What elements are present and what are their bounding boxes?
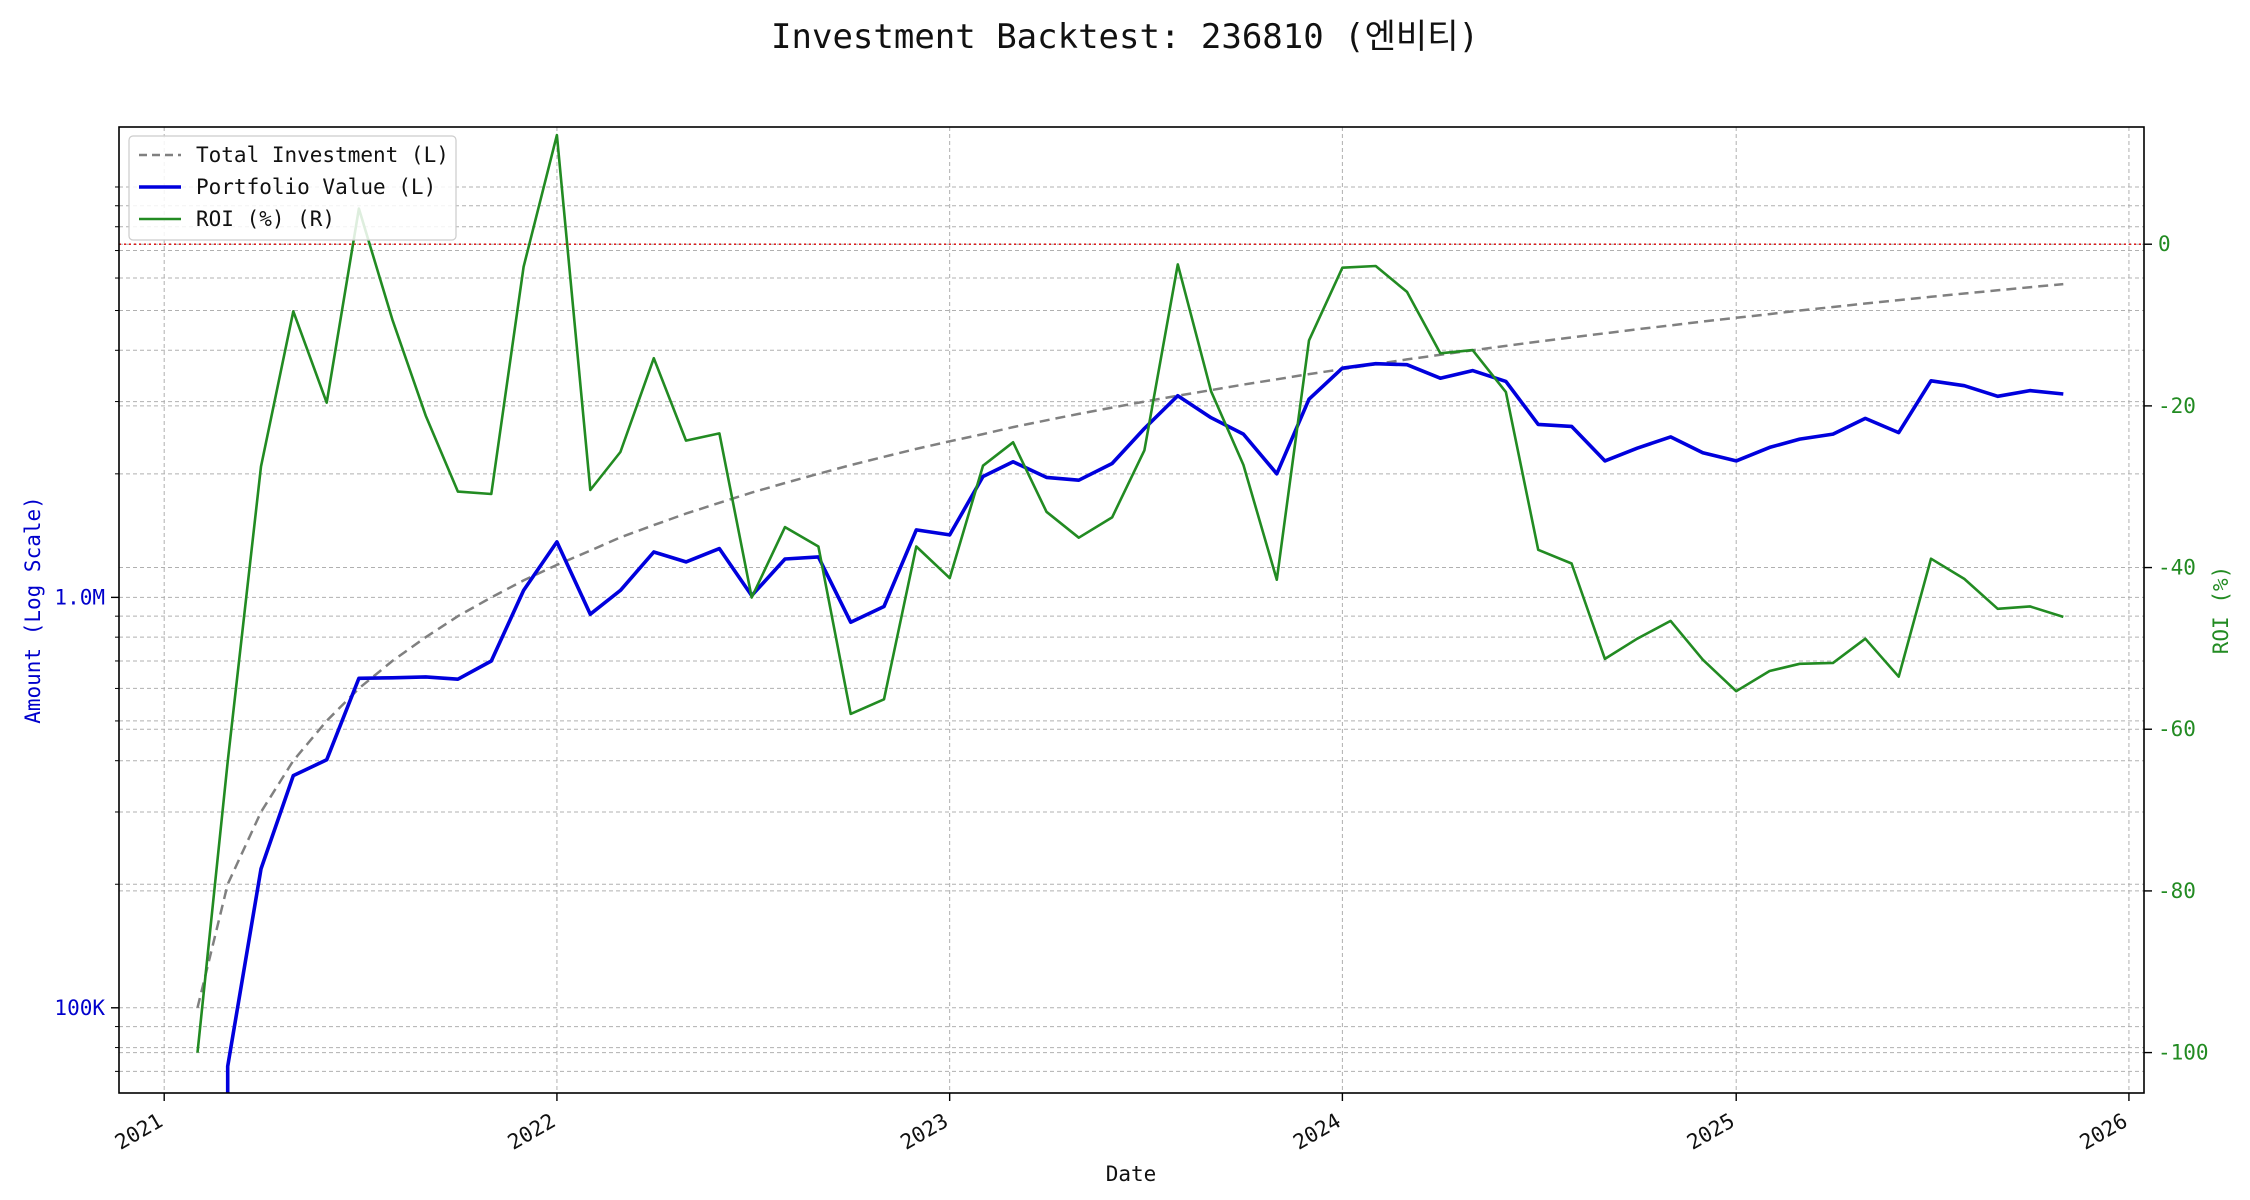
legend-box (128, 135, 457, 241)
right-tick-label: -100 (2158, 1041, 2209, 1065)
right-tick-label: -60 (2158, 717, 2196, 741)
x-tick-label: 2026 (2076, 1109, 2132, 1155)
right-tick-label: -80 (2158, 879, 2196, 903)
left-tick-label: 100K (54, 996, 105, 1020)
x-axis-label: Date (1106, 1162, 1157, 1186)
legend-label-2: ROI (%) (R) (196, 207, 335, 231)
right-tick-label: -40 (2158, 556, 2196, 580)
left-tick-label: 1.0M (54, 585, 105, 609)
x-tick-label: 2021 (111, 1109, 167, 1155)
left-y-axis-label: Amount (Log Scale) (21, 496, 45, 724)
legend-label-1: Portfolio Value (L) (196, 175, 436, 199)
right-y-axis: 0 -20 -40 -60 -80 -100 (2144, 232, 2209, 1065)
series-layer (196, 133, 2064, 1093)
x-tick-label: 2022 (504, 1109, 560, 1155)
x-tick-label: 2025 (1683, 1109, 1739, 1155)
chart-title: Investment Backtest: 236810 (엔비티) (771, 17, 1479, 57)
series-line-2 (196, 133, 2064, 1053)
x-axis: 2021 2022 2023 2024 2025 2026 (111, 1093, 2132, 1155)
x-tick-label: 2024 (1289, 1109, 1345, 1155)
legend-label-0: Total Investment (L) (196, 143, 449, 167)
grid (119, 127, 2144, 1093)
right-tick-label: 0 (2158, 232, 2171, 256)
x-tick-label: 2023 (896, 1109, 952, 1155)
series-line-1 (225, 361, 2064, 1093)
right-tick-label: -20 (2158, 394, 2196, 418)
right-y-axis-label: ROI (%) (2209, 566, 2233, 655)
series-line-0 (196, 282, 2064, 1009)
plot-frame (118, 126, 2145, 1094)
left-y-axis: 100K 1.0M (54, 186, 119, 1072)
legend: Total Investment (L) Portfolio Value (L) R… (128, 135, 457, 241)
